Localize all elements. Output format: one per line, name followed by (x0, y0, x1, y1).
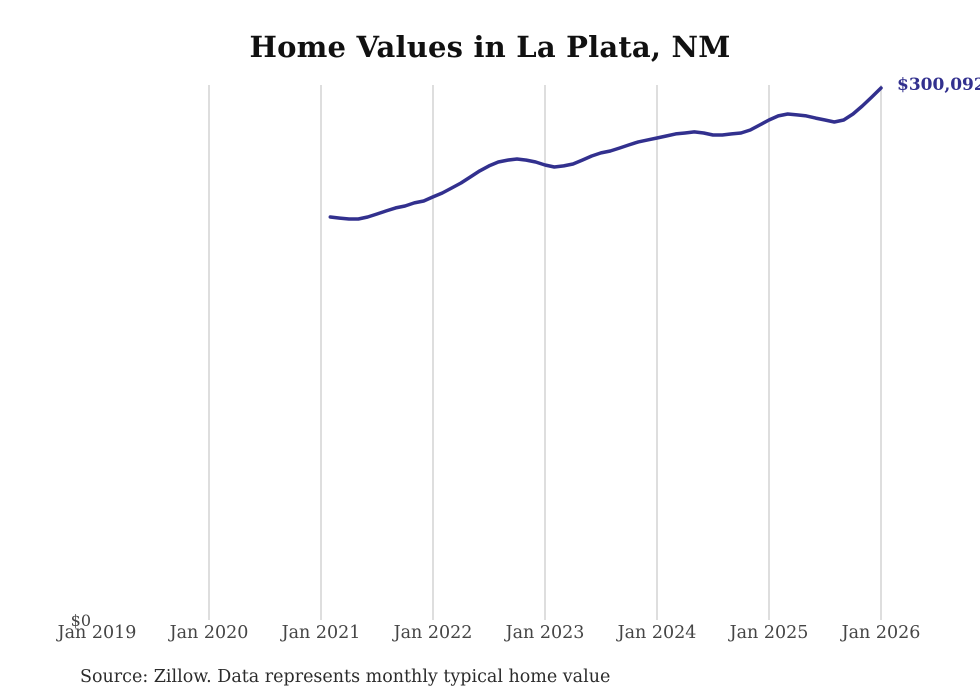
home-value-trend-line (328, 86, 883, 221)
chart-title: Home Values in La Plata, NM (249, 30, 731, 64)
x-tick-label-2025: Jan 2025 (729, 623, 809, 643)
x-tick-label-2022: Jan 2022 (393, 623, 473, 643)
source-note: Source: Zillow. Data represents monthly … (80, 667, 611, 687)
y-axis-zero-label: $0 (70, 611, 91, 630)
x-tick-label-2026: Jan 2026 (841, 623, 921, 643)
x-tick-label-2023: Jan 2023 (505, 623, 585, 643)
year-gridlines (208, 85, 882, 620)
x-tick-label-2021: Jan 2021 (281, 623, 361, 643)
x-tick-label-2024: Jan 2024 (617, 623, 697, 643)
x-tick-label-2019: Jan 2019 (57, 623, 137, 643)
latest-value-label: $300,092 (897, 75, 980, 95)
x-tick-label-2020: Jan 2020 (169, 623, 249, 643)
